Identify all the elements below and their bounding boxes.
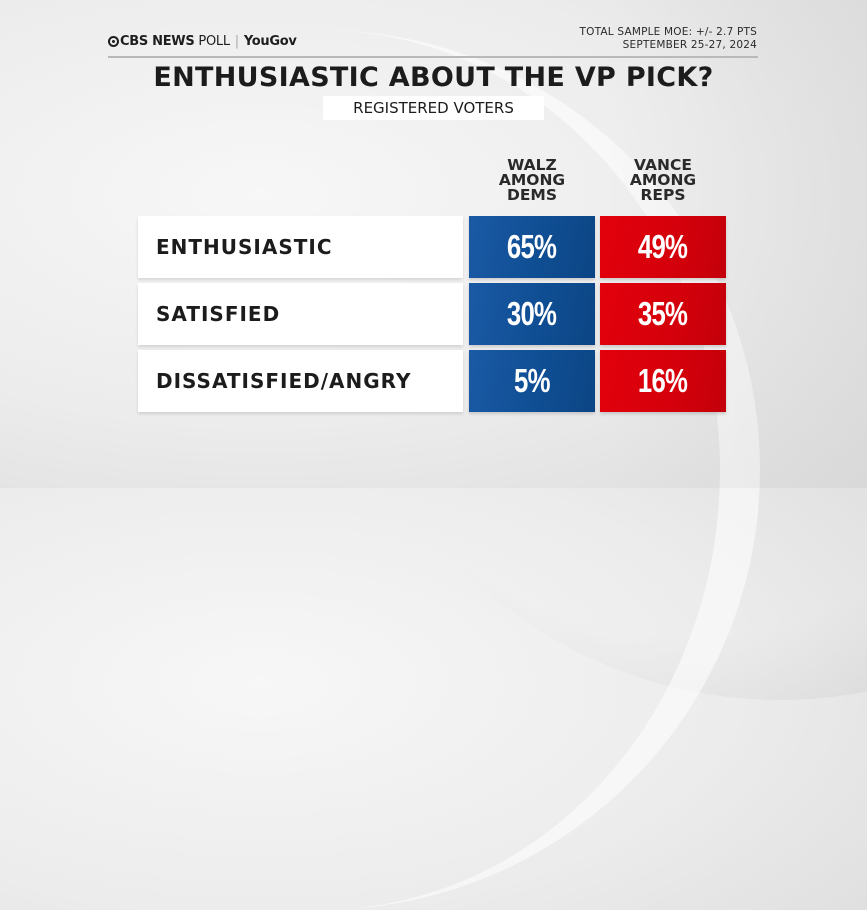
chart-subtitle: REGISTERED VOTERS — [323, 96, 544, 120]
column-header-line: AMONG — [629, 171, 697, 189]
value: 65% — [507, 228, 557, 265]
row-label-satisfied: SATISFIED — [138, 283, 463, 345]
cbs-eye-icon — [108, 36, 119, 47]
poll-meta: TOTAL SAMPLE MOE: +/- 2.7 PTS SEPTEMBER … — [580, 26, 757, 52]
poll-dates: SEPTEMBER 25-27, 2024 — [622, 39, 757, 51]
row-label-enthusiastic: ENTHUSIASTIC — [138, 216, 463, 278]
value: 5% — [514, 362, 550, 399]
cell-vance-satisfied: 35% — [600, 283, 726, 345]
header-divider — [108, 56, 758, 58]
partner-name: YouGov — [243, 34, 297, 49]
column-header-vance: VANCE AMONG REPS — [600, 156, 726, 204]
brand-logo: CBS NEWS POLL | YouGov — [108, 34, 297, 49]
column-header-line: DEMS — [506, 186, 558, 204]
column-header-line: VANCE — [634, 156, 692, 174]
brand-name: CBS NEWS — [120, 34, 195, 49]
brand-separator: | — [234, 34, 239, 49]
column-header-line: WALZ — [507, 156, 557, 174]
margin-of-error: TOTAL SAMPLE MOE: +/- 2.7 PTS — [579, 26, 757, 38]
cell-walz-satisfied: 30% — [469, 283, 595, 345]
cell-walz-dissatisfied: 5% — [469, 350, 595, 412]
column-header-line: REPS — [640, 186, 686, 204]
row-label-dissatisfied: DISSATISFIED/ANGRY — [138, 350, 463, 412]
column-header-line: AMONG — [498, 171, 566, 189]
cell-vance-enthusiastic: 49% — [600, 216, 726, 278]
brand-suffix: POLL — [198, 34, 230, 49]
column-header-walz: WALZ AMONG DEMS — [469, 156, 595, 204]
value: 35% — [638, 295, 688, 332]
value: 16% — [638, 362, 688, 399]
cell-vance-dissatisfied: 16% — [600, 350, 726, 412]
value: 30% — [507, 295, 557, 332]
chart-title: ENTHUSIASTIC ABOUT THE VP PICK? — [153, 62, 714, 93]
cell-walz-enthusiastic: 65% — [469, 216, 595, 278]
value: 49% — [638, 228, 688, 265]
